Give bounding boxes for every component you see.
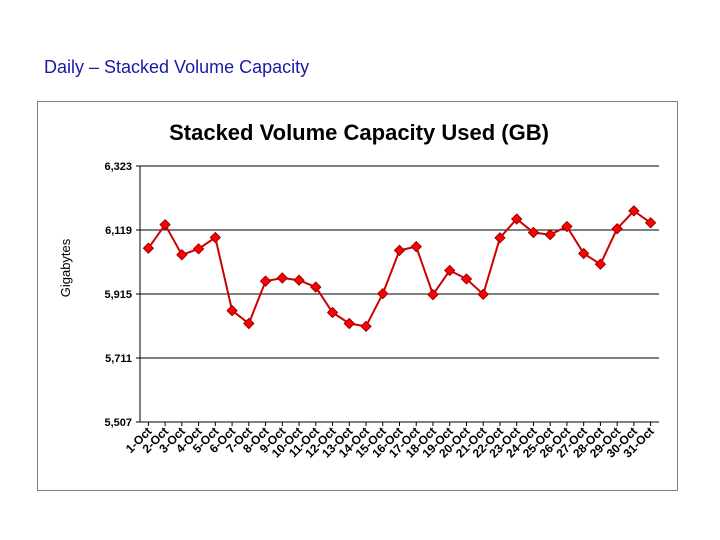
- data-point: [159, 218, 171, 231]
- y-tick-label: 5,915: [104, 289, 132, 301]
- data-point: [561, 220, 573, 233]
- data-point: [192, 243, 205, 255]
- data-point: [494, 232, 506, 244]
- y-tick-label: 5,711: [105, 353, 132, 365]
- data-point: [293, 274, 305, 286]
- data-point: [377, 287, 389, 300]
- y-tick-label: 5,507: [104, 417, 132, 429]
- data-point: [477, 288, 489, 301]
- data-point: [142, 242, 155, 254]
- data-point: [310, 281, 322, 293]
- data-point: [360, 320, 372, 333]
- data-point: [444, 264, 456, 277]
- series-line: [147, 209, 652, 328]
- data-point: [628, 205, 640, 217]
- y-axis-label: Gigabytes: [58, 238, 73, 297]
- data-point: [393, 244, 406, 257]
- data-series: [142, 205, 657, 333]
- chart-title: Stacked Volume Capacity Used (GB): [169, 120, 549, 145]
- data-point: [510, 213, 523, 225]
- x-tick-labels: 1-Oct2-Oct3-Oct4-Oct5-Oct6-Oct7-Oct8-Oct…: [123, 424, 657, 460]
- data-point: [527, 226, 540, 239]
- data-point: [644, 217, 657, 229]
- data-point: [326, 306, 339, 319]
- data-point: [343, 317, 355, 330]
- data-point: [259, 275, 272, 287]
- data-point: [410, 240, 422, 253]
- data-point: [611, 223, 623, 235]
- y-tick-label: 6,119: [105, 225, 132, 237]
- data-point: [176, 249, 188, 261]
- data-point: [460, 273, 473, 285]
- data-point: [276, 272, 289, 284]
- line-chart: Stacked Volume Capacity Used (GB) Gigaby…: [58, 120, 659, 461]
- y-tick-labels: 5,507 5,711 5,915 6,119 6,323: [104, 161, 132, 429]
- data-point: [209, 231, 222, 244]
- data-point: [226, 304, 238, 317]
- data-point: [427, 288, 439, 301]
- data-point: [577, 247, 590, 260]
- y-tick-label: 6,323: [104, 161, 132, 173]
- gridlines: [140, 165, 659, 423]
- chart-frame: Stacked Volume Capacity Used (GB) Gigaby…: [37, 101, 678, 491]
- data-point: [243, 317, 255, 330]
- data-point: [594, 258, 607, 270]
- axes: [136, 165, 659, 426]
- data-point: [544, 228, 556, 241]
- slide-title: Daily – Stacked Volume Capacity: [44, 57, 310, 77]
